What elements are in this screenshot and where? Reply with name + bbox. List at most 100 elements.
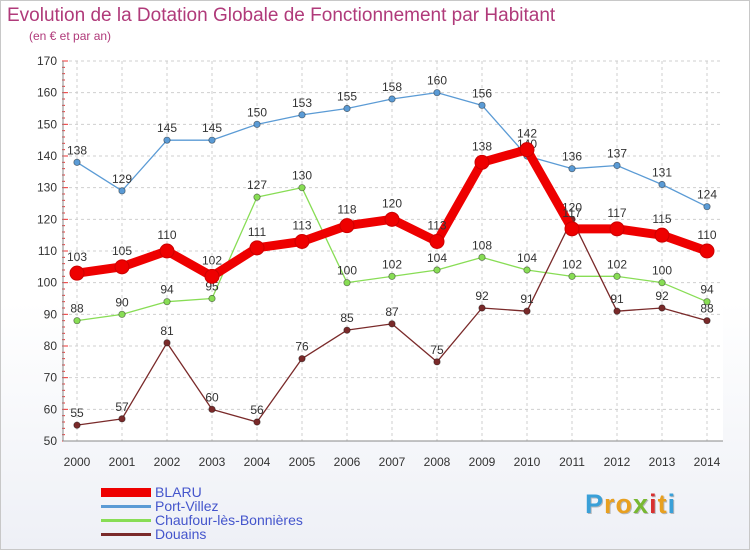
data-label: 111 <box>248 225 267 239</box>
data-point <box>73 158 81 166</box>
x-tick-label: 2014 <box>694 455 721 469</box>
data-point <box>253 418 261 426</box>
y-tick-label: 50 <box>44 434 58 448</box>
data-point <box>298 111 306 119</box>
data-label: 87 <box>385 305 399 319</box>
data-point <box>343 326 351 334</box>
y-tick-label: 80 <box>44 339 58 353</box>
data-label: 102 <box>202 253 222 267</box>
y-tick-label: 170 <box>37 54 57 68</box>
data-point <box>159 243 175 259</box>
logo-letter: o <box>615 489 634 519</box>
data-label: 91 <box>610 292 624 306</box>
data-label: 129 <box>112 172 132 186</box>
data-point <box>298 184 306 192</box>
data-point <box>388 272 396 280</box>
x-tick-label: 2012 <box>604 455 631 469</box>
data-point <box>658 304 666 312</box>
data-label: 88 <box>70 302 84 316</box>
data-point <box>73 317 81 325</box>
data-point <box>433 358 441 366</box>
data-label: 94 <box>700 283 714 297</box>
data-point <box>69 265 85 281</box>
data-label: 120 <box>562 200 582 214</box>
x-tick-label: 2003 <box>199 455 226 469</box>
x-tick-label: 2007 <box>379 455 406 469</box>
legend-label: Port-Villez <box>155 498 219 514</box>
data-point <box>433 89 441 97</box>
y-tick-label: 140 <box>37 149 57 163</box>
y-tick-label: 60 <box>44 402 58 416</box>
data-point <box>474 154 490 170</box>
y-tick-label: 110 <box>38 244 57 258</box>
data-point <box>658 279 666 287</box>
legend-item: Douains <box>101 526 361 542</box>
data-point <box>118 415 126 423</box>
legend-label: BLARU <box>155 484 202 500</box>
data-label: 110 <box>157 228 176 242</box>
data-point <box>478 304 486 312</box>
data-point <box>478 101 486 109</box>
data-point <box>519 142 535 158</box>
legend-item: BLARU <box>101 484 361 500</box>
data-label: 92 <box>475 289 489 303</box>
legend-item: Chaufour-lès-Bonnières <box>101 512 361 528</box>
data-label: 160 <box>427 74 447 88</box>
data-label: 100 <box>652 264 672 278</box>
data-point <box>703 317 711 325</box>
legend-swatch <box>101 533 151 536</box>
data-point <box>253 193 261 201</box>
data-point <box>339 218 355 234</box>
data-point <box>388 320 396 328</box>
data-point <box>249 240 265 256</box>
data-label: 108 <box>472 238 492 252</box>
data-label: 118 <box>337 203 356 217</box>
data-label: 117 <box>562 206 581 220</box>
data-label: 103 <box>67 250 87 264</box>
data-point <box>73 421 81 429</box>
y-tick-label: 160 <box>37 86 57 100</box>
data-label: 104 <box>427 251 447 265</box>
data-point <box>564 221 580 237</box>
data-point <box>654 227 670 243</box>
data-label: 150 <box>247 105 267 119</box>
data-point <box>253 120 261 128</box>
legend-label: Douains <box>155 526 207 542</box>
chart-legend: BLARU Port-Villez Chaufour-lès-Bonnières Do… <box>101 484 361 542</box>
data-label: 85 <box>340 311 354 325</box>
data-label: 94 <box>160 283 174 297</box>
data-label: 81 <box>160 324 174 338</box>
data-label: 113 <box>427 219 446 233</box>
data-point <box>523 307 531 315</box>
data-label: 90 <box>115 295 129 309</box>
data-point <box>163 339 171 347</box>
data-label: 136 <box>562 150 582 164</box>
data-label: 145 <box>202 121 222 135</box>
data-label: 120 <box>382 196 402 210</box>
data-point <box>613 307 621 315</box>
data-point <box>613 272 621 280</box>
data-label: 102 <box>607 257 627 271</box>
data-point <box>208 136 216 144</box>
logo-letter: t <box>657 489 668 519</box>
data-label: 158 <box>382 80 402 94</box>
chart-subtitle: (en € et par an) <box>29 29 112 43</box>
legend-item: Port-Villez <box>101 498 361 514</box>
data-point <box>204 268 220 284</box>
data-point <box>118 187 126 195</box>
data-label: 131 <box>652 166 672 180</box>
x-tick-label: 2000 <box>64 455 91 469</box>
data-label: 153 <box>292 96 312 110</box>
y-tick-label: 70 <box>44 371 58 385</box>
data-label: 57 <box>115 400 129 414</box>
x-tick-label: 2010 <box>514 455 541 469</box>
logo-letter: i <box>649 489 658 519</box>
x-tick-label: 2002 <box>154 455 181 469</box>
y-tick-label: 100 <box>37 276 57 290</box>
data-point <box>429 234 445 249</box>
x-tick-label: 2006 <box>334 455 361 469</box>
logo-letter: P <box>585 489 605 519</box>
legend-swatch <box>101 488 151 497</box>
data-label: 56 <box>250 403 264 417</box>
